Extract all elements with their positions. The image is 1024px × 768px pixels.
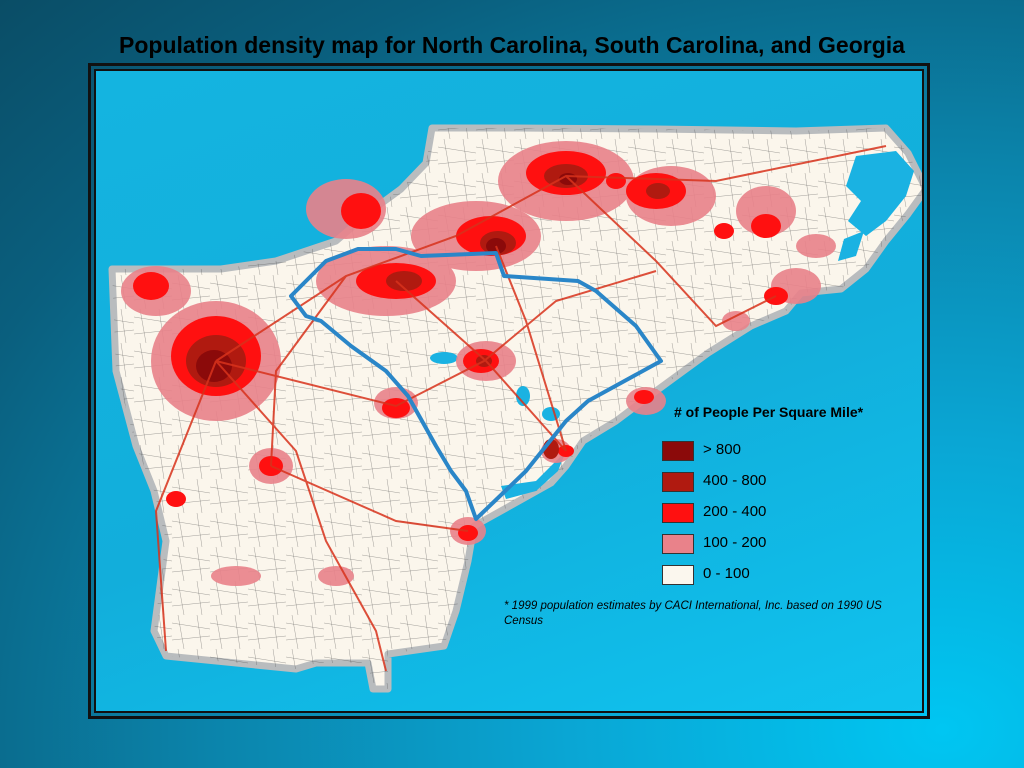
minor-roads	[112, 128, 922, 689]
map-panel: # of People Per Square Mile* > 800 400 -…	[94, 69, 924, 713]
major-highways	[154, 145, 887, 672]
legend-label: > 800	[703, 441, 741, 458]
states-land	[108, 124, 922, 693]
legend-swatch	[662, 472, 694, 492]
population-density-map	[108, 124, 922, 693]
legend-label: 400 - 800	[703, 472, 767, 489]
legend-label: 200 - 400	[703, 503, 767, 520]
coastal-water	[430, 151, 914, 499]
footnote: * 1999 population estimates by CACI Inte…	[504, 600, 882, 627]
south-carolina-outline	[289, 247, 663, 521]
legend-label: 100 - 200	[703, 534, 767, 551]
legend-label: 0 - 100	[703, 565, 750, 582]
legend-swatch	[662, 565, 694, 585]
page-title: Population density map for North Carolin…	[119, 32, 905, 58]
legend-swatch	[662, 441, 694, 461]
legend-title: # of People Per Square Mile*	[674, 404, 864, 420]
legend-swatch	[662, 503, 694, 523]
map-frame: # of People Per Square Mile* > 800 400 -…	[88, 63, 930, 719]
legend-swatch	[662, 534, 694, 554]
